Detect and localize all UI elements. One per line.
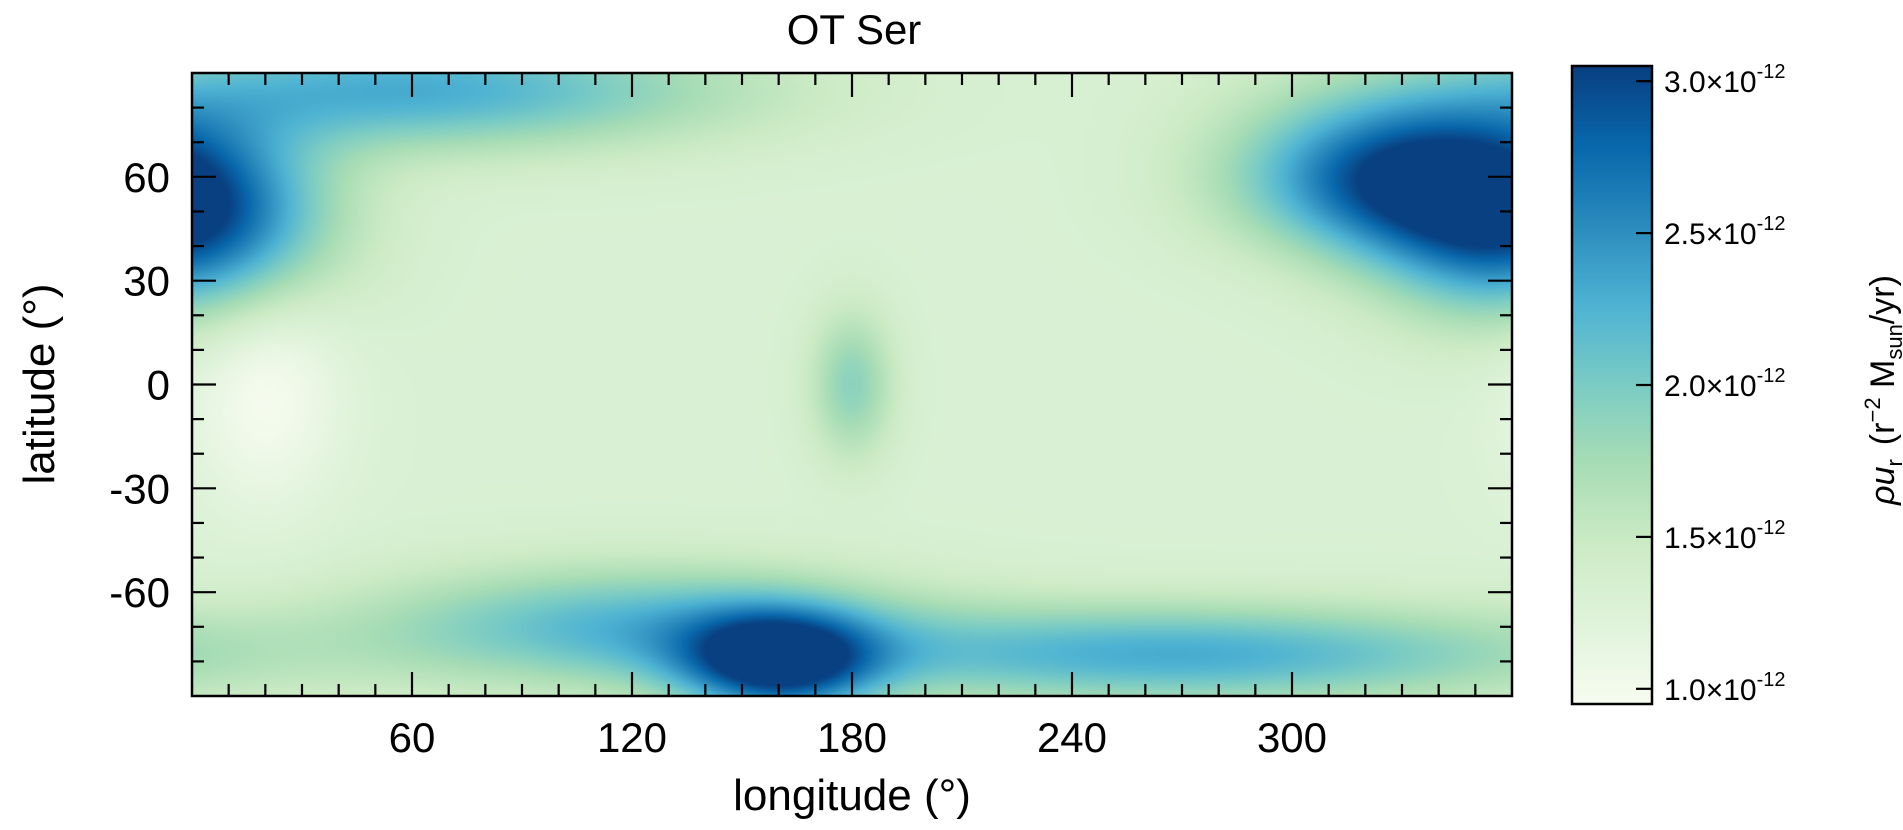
y-tick-label: -30 xyxy=(109,465,170,512)
colorbar-label-rho-u: ρu xyxy=(1864,466,1902,505)
x-tick-label: 300 xyxy=(1257,714,1327,761)
x-tick-label: 120 xyxy=(597,714,667,761)
colorbar-tick-label: 1.0×10-12 xyxy=(1664,669,1786,707)
colorbar-tick-label: 2.0×10-12 xyxy=(1664,365,1786,403)
y-axis-label: latitude (°) xyxy=(15,283,64,484)
heatmap-image xyxy=(192,73,1512,696)
colorbar-label-sub-r: r xyxy=(1882,459,1903,466)
y-ticks xyxy=(192,106,1512,663)
x-axis-label: longitude (°) xyxy=(733,771,971,820)
x-tick-label: 180 xyxy=(817,714,887,761)
colorbar-ticks: 1.0×10-12 1.5×10-12 2.0×10-12 2.5×10-12 3.0×… xyxy=(1636,61,1786,707)
x-tick-label: 60 xyxy=(389,714,436,761)
colorbar-label: ρur (r−2 Msun/yr) xyxy=(1860,275,1903,506)
colorbar-label-unit-open: (r xyxy=(1864,423,1902,446)
colorbar-label-unit-exp: −2 xyxy=(1860,397,1885,422)
colorbar-label-unit-close: /yr) xyxy=(1864,275,1902,324)
colorbar-label-unit-m: M xyxy=(1864,360,1902,398)
chart-title: OT Ser xyxy=(787,6,922,53)
colorbar-tick-label: 2.5×10-12 xyxy=(1664,213,1786,251)
y-tick-label: 0 xyxy=(147,362,170,409)
colorbar-label-unit-sub: sun xyxy=(1882,324,1903,359)
colorbar-tick-label: 1.5×10-12 xyxy=(1664,517,1786,555)
colorbar-tick-label: 3.0×10-12 xyxy=(1664,61,1786,99)
colorbar: 1.0×10-12 1.5×10-12 2.0×10-12 2.5×10-12 3.0×… xyxy=(1570,61,1786,707)
plot-area xyxy=(190,71,1514,698)
y-tick-label: 30 xyxy=(123,258,170,305)
y-tick-label: -60 xyxy=(109,569,170,616)
x-ticks xyxy=(227,73,1477,696)
x-tick-labels: 60 120 180 240 300 xyxy=(389,714,1327,761)
x-tick-label: 240 xyxy=(1037,714,1107,761)
y-tick-labels: 60 30 0 -30 -60 xyxy=(109,154,170,616)
y-tick-label: 60 xyxy=(123,154,170,201)
